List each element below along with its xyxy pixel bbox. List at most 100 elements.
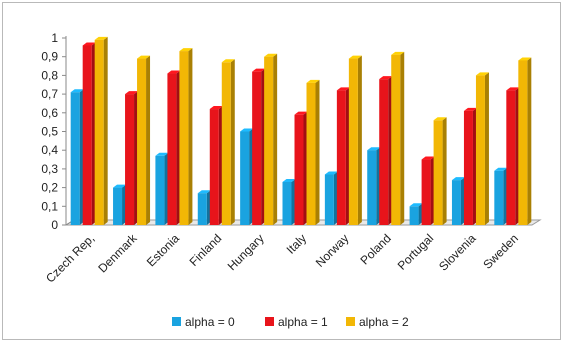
bar bbox=[306, 82, 316, 225]
bar-top bbox=[137, 55, 151, 59]
legend-entry: alpha = 0 bbox=[185, 315, 235, 329]
bar-top bbox=[367, 147, 381, 151]
bar bbox=[209, 109, 219, 225]
bar bbox=[463, 110, 473, 225]
bar-side bbox=[527, 57, 532, 225]
bar bbox=[324, 174, 334, 225]
bar-top bbox=[494, 167, 508, 171]
bar bbox=[409, 206, 419, 225]
legend-entry: alpha = 2 bbox=[359, 315, 409, 329]
x-category-label: Estonia bbox=[144, 231, 182, 269]
bar bbox=[240, 131, 250, 225]
y-tick-label: 1 bbox=[51, 31, 58, 45]
x-category-label: Slovenia bbox=[436, 231, 479, 274]
y-tick-label: 0,8 bbox=[41, 68, 58, 82]
bar-top bbox=[506, 87, 520, 91]
bar-side bbox=[103, 36, 108, 226]
x-category-label: Hungary bbox=[225, 231, 267, 273]
legend-entry: alpha = 1 bbox=[278, 315, 328, 329]
y-tick-label: 0,3 bbox=[41, 162, 58, 176]
bar bbox=[82, 45, 92, 226]
legend-swatch bbox=[172, 317, 181, 326]
bar bbox=[367, 150, 377, 225]
bar bbox=[506, 90, 516, 225]
bar-top bbox=[409, 203, 423, 207]
bar bbox=[433, 120, 443, 225]
y-tick-label: 0,7 bbox=[41, 87, 58, 101]
x-category-label: Poland bbox=[358, 231, 394, 267]
bar-top bbox=[125, 91, 139, 95]
x-category-label: Denmark bbox=[95, 231, 140, 276]
bar-side bbox=[315, 79, 320, 225]
bar-top bbox=[475, 72, 489, 76]
bar-top bbox=[421, 156, 435, 160]
bar-side bbox=[357, 55, 362, 225]
bar bbox=[475, 75, 485, 226]
bar-top bbox=[294, 111, 308, 115]
bar-top bbox=[82, 42, 96, 46]
bar bbox=[113, 187, 123, 225]
bar bbox=[221, 62, 231, 226]
bar bbox=[179, 51, 189, 226]
bar-top bbox=[348, 55, 362, 59]
y-tick-label: 0 bbox=[51, 218, 58, 232]
bar-top bbox=[451, 177, 465, 181]
bar-side bbox=[188, 48, 193, 226]
bar-top bbox=[324, 171, 338, 175]
bar-top bbox=[391, 51, 405, 55]
legend-swatch bbox=[265, 317, 274, 326]
x-category-label: Italy bbox=[284, 231, 309, 256]
chart-frame bbox=[2, 2, 561, 340]
bar bbox=[421, 159, 431, 225]
bar-side bbox=[400, 51, 405, 225]
x-category-label: Portugal bbox=[395, 231, 437, 273]
bar bbox=[379, 79, 389, 225]
bar-top bbox=[306, 79, 320, 83]
x-category-label: Norway bbox=[313, 231, 352, 270]
x-category-label: Finland bbox=[187, 231, 225, 269]
bar-side bbox=[146, 55, 151, 225]
bar-top bbox=[209, 106, 223, 110]
bar bbox=[94, 39, 104, 226]
bar bbox=[264, 56, 274, 226]
bar bbox=[451, 180, 461, 225]
y-tick-label: 0,9 bbox=[41, 50, 58, 64]
legend-swatch bbox=[346, 317, 355, 326]
bar-top bbox=[282, 178, 296, 182]
bar-side bbox=[230, 59, 235, 226]
x-category-label: Czech Rep, bbox=[43, 231, 97, 285]
bar-top bbox=[463, 107, 477, 111]
bar bbox=[494, 170, 504, 225]
bar-side bbox=[442, 117, 447, 225]
bar-top bbox=[179, 48, 193, 52]
bar bbox=[391, 54, 401, 225]
bar-top bbox=[167, 70, 181, 74]
bar bbox=[294, 114, 304, 225]
bar-side bbox=[273, 53, 278, 226]
y-tick-label: 0,5 bbox=[41, 125, 58, 139]
bar-top bbox=[240, 128, 254, 132]
bar bbox=[70, 92, 80, 225]
bar-side bbox=[484, 72, 489, 226]
bar-top bbox=[433, 117, 447, 121]
bar bbox=[336, 90, 346, 225]
bar bbox=[197, 193, 207, 225]
y-tick-label: 0,4 bbox=[41, 143, 58, 157]
bar bbox=[282, 181, 292, 225]
bar-top bbox=[197, 190, 211, 194]
bar-top bbox=[252, 68, 266, 72]
bar-top bbox=[518, 57, 532, 61]
bar bbox=[155, 155, 165, 225]
bar bbox=[125, 94, 135, 225]
bar bbox=[137, 58, 147, 225]
y-tick-label: 0,6 bbox=[41, 106, 58, 120]
bar bbox=[348, 58, 358, 225]
bar-top bbox=[155, 152, 169, 156]
bar bbox=[518, 60, 528, 225]
bar-top bbox=[379, 76, 393, 80]
bar-top bbox=[113, 184, 127, 188]
bar-top bbox=[70, 89, 84, 93]
bar-top bbox=[264, 53, 278, 57]
